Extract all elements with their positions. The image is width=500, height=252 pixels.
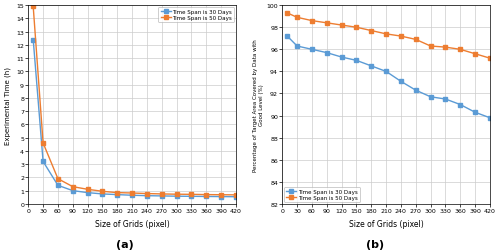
Time Span is 50 Days [472,53,478,56]
Time Span is 30 Days [174,195,180,198]
Time Span is 50 Days [309,20,315,23]
X-axis label: Size of Grids (pixel): Size of Grids (pixel) [94,219,170,228]
Time Span is 30 Days [338,56,344,59]
Time Span is 50 Days [100,190,105,193]
Line: Time Span is 50 Days: Time Span is 50 Days [286,12,492,61]
Time Span is 30 Days [129,194,135,197]
X-axis label: Size of Grids (pixel): Size of Grids (pixel) [348,219,424,228]
Time Span is 30 Days [398,80,404,83]
Time Span is 50 Days [144,192,150,195]
Time Span is 50 Days [457,49,463,52]
Time Span is 50 Days [413,39,419,42]
Time Span is 50 Days [30,6,36,9]
Time Span is 30 Days [203,195,209,198]
Line: Time Span is 50 Days: Time Span is 50 Days [32,6,238,197]
Text: (b): (b) [366,239,384,249]
Time Span is 50 Days [174,193,180,196]
Time Span is 30 Days [70,189,76,192]
Time Span is 50 Days [442,46,448,49]
Time Span is 50 Days [383,33,389,36]
Time Span is 50 Days [354,27,360,30]
Time Span is 30 Days [84,191,90,194]
Time Span is 30 Days [472,111,478,114]
Time Span is 50 Days [158,193,164,196]
Time Span is 50 Days [294,17,300,20]
Time Span is 30 Days [40,160,46,163]
Time Span is 30 Days [383,71,389,74]
Line: Time Span is 30 Days: Time Span is 30 Days [32,39,238,199]
Time Span is 30 Days [428,96,434,99]
Time Span is 50 Days [284,12,290,15]
Time Span is 30 Days [114,193,120,196]
Time Span is 30 Days [233,195,239,198]
Time Span is 50 Days [203,193,209,196]
Time Span is 30 Days [413,89,419,92]
Time Span is 30 Days [188,195,194,198]
Time Span is 50 Days [129,192,135,195]
Time Span is 50 Days [188,193,194,196]
Time Span is 30 Days [324,52,330,55]
Time Span is 50 Days [218,194,224,197]
Time Span is 30 Days [30,39,36,42]
Time Span is 50 Days [84,188,90,191]
Time Span is 30 Days [218,195,224,198]
Time Span is 50 Days [70,185,76,188]
Time Span is 50 Days [428,45,434,48]
Legend: Time Span is 30 Days, Time Span is 50 Days: Time Span is 30 Days, Time Span is 50 Da… [284,187,360,202]
Time Span is 30 Days [457,104,463,107]
Time Span is 30 Days [294,45,300,48]
Time Span is 50 Days [487,57,493,60]
Line: Time Span is 30 Days: Time Span is 30 Days [286,35,492,120]
Time Span is 30 Days [144,194,150,197]
Time Span is 50 Days [368,30,374,33]
Time Span is 30 Days [368,65,374,68]
Time Span is 30 Days [55,184,61,187]
Y-axis label: Percentage of Target Area Covered by Data with
Good Level (%): Percentage of Target Area Covered by Dat… [253,39,264,171]
Time Span is 30 Days [284,36,290,39]
Time Span is 50 Days [398,36,404,39]
Time Span is 30 Days [158,195,164,198]
Time Span is 50 Days [40,142,46,145]
Time Span is 30 Days [309,49,315,52]
Time Span is 50 Days [55,177,61,180]
Time Span is 30 Days [487,117,493,120]
Time Span is 50 Days [114,191,120,194]
Y-axis label: Experimental Time (h): Experimental Time (h) [4,66,10,144]
Text: (a): (a) [116,239,134,249]
Time Span is 50 Days [324,22,330,25]
Time Span is 50 Days [233,194,239,197]
Time Span is 30 Days [100,193,105,196]
Time Span is 30 Days [442,98,448,101]
Time Span is 30 Days [354,60,360,63]
Time Span is 50 Days [338,24,344,27]
Legend: Time Span is 30 Days, Time Span is 50 Days: Time Span is 30 Days, Time Span is 50 Da… [158,8,234,23]
